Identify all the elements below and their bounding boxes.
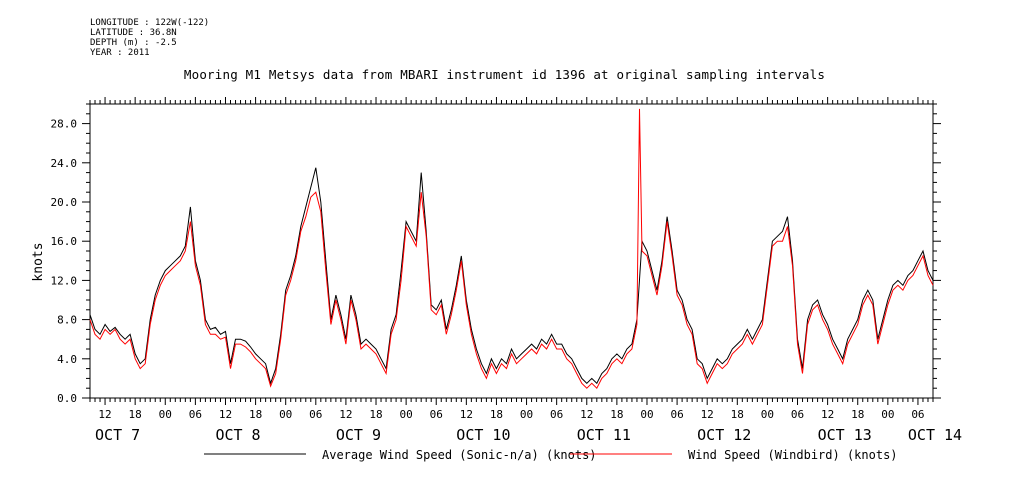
x-tick-label: 00 xyxy=(520,408,533,421)
meta-year: YEAR : 2011 xyxy=(90,48,150,58)
metadata-block: LONGITUDE : 122W(-122) LATITUDE : 36.8N … xyxy=(90,18,209,58)
x-day-label: OCT 10 xyxy=(456,426,510,444)
meta-depth: DEPTH (m) : -2.5 xyxy=(90,38,177,48)
chart-legend: Average Wind Speed (Sonic-n/a) (knots) W… xyxy=(204,448,898,462)
chart-axes: 12 18 00 06 12 18 00 06 12 18 00 06 12 18 00 06 12 18 00 06… xyxy=(51,97,962,444)
legend-label-windbird: Wind Speed (Windbird) (knots) xyxy=(688,448,898,462)
x-tick-label: 12 xyxy=(339,408,352,421)
series-line-sonic xyxy=(89,167,934,386)
chart-series xyxy=(89,108,934,390)
x-tick-label: 00 xyxy=(159,408,172,421)
x-tick-label: 18 xyxy=(129,408,142,421)
y-tick-label: 28.0 xyxy=(51,118,78,131)
x-tick-label: 12 xyxy=(98,408,111,421)
x-tick-label: 00 xyxy=(761,408,774,421)
x-day-label: OCT 11 xyxy=(577,426,631,444)
y-tick-label: 24.0 xyxy=(51,157,78,170)
x-tick-label: 06 xyxy=(791,408,804,421)
x-tick-label: 06 xyxy=(309,408,322,421)
x-tick-label: 18 xyxy=(490,408,503,421)
meta-latitude: LATITUDE : 36.8N xyxy=(90,28,177,38)
y-axis-label: knots xyxy=(31,242,46,281)
y-tick-label: 16.0 xyxy=(51,235,78,248)
x-tick-label: 12 xyxy=(460,408,473,421)
x-tick-label: 18 xyxy=(731,408,744,421)
y-tick-label: 0.0 xyxy=(57,392,77,405)
x-day-label: OCT 14 xyxy=(908,426,962,444)
x-tick-label: 18 xyxy=(369,408,382,421)
x-day-label: OCT 7 xyxy=(95,426,140,444)
x-tick-label: 00 xyxy=(400,408,413,421)
x-tick-label: 18 xyxy=(851,408,864,421)
x-tick-label: 06 xyxy=(430,408,443,421)
x-day-label: OCT 13 xyxy=(818,426,872,444)
x-day-label: OCT 9 xyxy=(336,426,381,444)
x-tick-label: 06 xyxy=(189,408,202,421)
chart-title: Mooring M1 Metsys data from MBARI instru… xyxy=(183,67,826,82)
x-tick-label: 18 xyxy=(249,408,262,421)
x-tick-label: 06 xyxy=(911,408,924,421)
x-tick-label: 12 xyxy=(701,408,714,421)
x-tick-label: 12 xyxy=(580,408,593,421)
x-tick-label: 12 xyxy=(821,408,834,421)
x-tick-label: 00 xyxy=(640,408,653,421)
y-tick-label: 4.0 xyxy=(57,353,77,366)
y-tick-label: 12.0 xyxy=(51,274,78,287)
x-tick-label: 12 xyxy=(219,408,232,421)
x-day-label: OCT 12 xyxy=(697,426,751,444)
legend-label-sonic: Average Wind Speed (Sonic-n/a) (knots) xyxy=(322,448,597,462)
meta-longitude: LONGITUDE : 122W(-122) xyxy=(90,18,210,28)
x-tick-label: 06 xyxy=(550,408,563,421)
y-tick-label: 8.0 xyxy=(57,314,77,327)
x-tick-label: 18 xyxy=(610,408,623,421)
x-tick-label: 00 xyxy=(279,408,292,421)
x-tick-label: 00 xyxy=(881,408,894,421)
x-day-label: OCT 8 xyxy=(215,426,260,444)
y-tick-label: 20.0 xyxy=(51,196,78,209)
series-line-windbird xyxy=(89,108,934,390)
x-tick-label: 06 xyxy=(670,408,683,421)
